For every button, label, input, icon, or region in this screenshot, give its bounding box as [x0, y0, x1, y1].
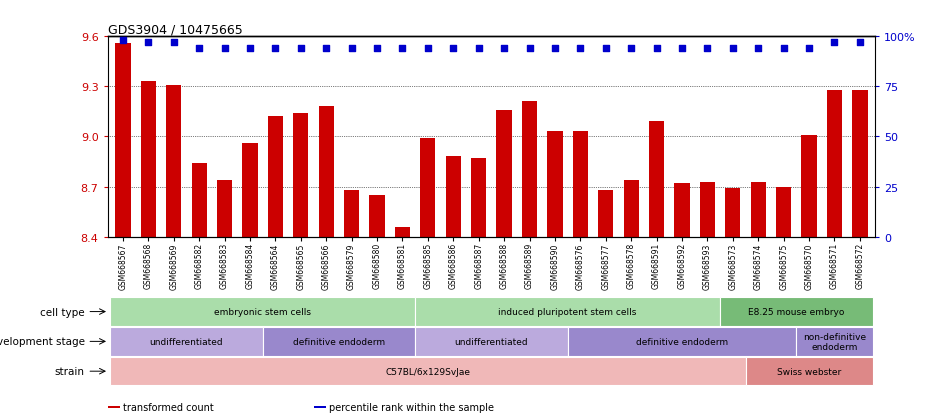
Text: non-definitive
endoderm: non-definitive endoderm — [803, 332, 866, 351]
Bar — [623, 180, 638, 237]
Bar — [471, 159, 487, 237]
Bar — [801, 135, 817, 237]
Bar — [826, 90, 842, 237]
Text: cell type: cell type — [40, 307, 85, 317]
Point — [319, 46, 334, 52]
Bar — [567, 327, 797, 356]
Point — [446, 46, 461, 52]
Bar — [496, 110, 512, 237]
Bar — [725, 189, 740, 237]
Point — [522, 46, 537, 52]
Bar — [700, 182, 715, 237]
Bar — [140, 82, 156, 237]
Point — [344, 46, 359, 52]
Text: transformed count: transformed count — [123, 402, 213, 412]
Point — [217, 46, 232, 52]
Text: definitive endoderm: definitive endoderm — [293, 337, 385, 346]
Point — [751, 46, 766, 52]
Bar — [746, 357, 872, 386]
Point — [649, 46, 664, 52]
Bar — [268, 117, 283, 237]
Point — [370, 46, 385, 52]
Bar — [416, 297, 720, 326]
Point — [115, 38, 130, 45]
Bar — [110, 357, 746, 386]
Bar — [751, 182, 766, 237]
Bar — [674, 184, 690, 237]
Bar — [416, 327, 567, 356]
Bar — [797, 327, 872, 356]
Bar — [522, 102, 537, 237]
Bar — [192, 164, 207, 237]
Point — [548, 46, 563, 52]
Point — [675, 46, 690, 52]
Text: C57BL/6x129SvJae: C57BL/6x129SvJae — [386, 367, 471, 376]
Bar — [242, 144, 257, 237]
Bar — [853, 90, 868, 237]
Point — [598, 46, 613, 52]
Point — [827, 40, 842, 47]
Point — [140, 40, 155, 47]
Bar — [395, 227, 410, 237]
Bar — [420, 139, 435, 237]
Point — [293, 46, 308, 52]
Bar — [263, 327, 416, 356]
Text: development stage: development stage — [0, 337, 85, 347]
Point — [497, 46, 512, 52]
Point — [242, 46, 257, 52]
Text: GDS3904 / 10475665: GDS3904 / 10475665 — [108, 23, 242, 36]
Bar — [314, 406, 326, 408]
Bar — [573, 132, 588, 237]
Point — [167, 40, 182, 47]
Text: E8.25 mouse embryo: E8.25 mouse embryo — [748, 307, 844, 316]
Bar — [110, 297, 416, 326]
Point — [700, 46, 715, 52]
Text: definitive endoderm: definitive endoderm — [636, 337, 728, 346]
Bar — [598, 190, 613, 237]
Bar — [108, 406, 120, 408]
Point — [853, 40, 868, 47]
Bar — [115, 44, 130, 237]
Text: undifferentiated: undifferentiated — [455, 337, 528, 346]
Bar — [370, 195, 385, 237]
Point — [268, 46, 283, 52]
Point — [471, 46, 486, 52]
Bar — [344, 190, 359, 237]
Bar — [720, 297, 872, 326]
Bar — [166, 85, 182, 237]
Text: percentile rank within the sample: percentile rank within the sample — [329, 402, 493, 412]
Point — [623, 46, 638, 52]
Point — [192, 46, 207, 52]
Bar — [110, 327, 263, 356]
Point — [420, 46, 435, 52]
Bar — [776, 187, 791, 237]
Text: strain: strain — [55, 366, 85, 376]
Point — [395, 46, 410, 52]
Bar — [318, 107, 334, 237]
Text: undifferentiated: undifferentiated — [150, 337, 224, 346]
Point — [776, 46, 791, 52]
Point — [573, 46, 588, 52]
Text: Swiss webster: Swiss webster — [777, 367, 841, 376]
Bar — [649, 122, 665, 237]
Bar — [293, 114, 309, 237]
Text: induced pluripotent stem cells: induced pluripotent stem cells — [499, 307, 636, 316]
Text: embryonic stem cells: embryonic stem cells — [214, 307, 311, 316]
Point — [725, 46, 740, 52]
Bar — [446, 157, 461, 237]
Bar — [217, 180, 232, 237]
Point — [801, 46, 816, 52]
Bar — [548, 132, 563, 237]
